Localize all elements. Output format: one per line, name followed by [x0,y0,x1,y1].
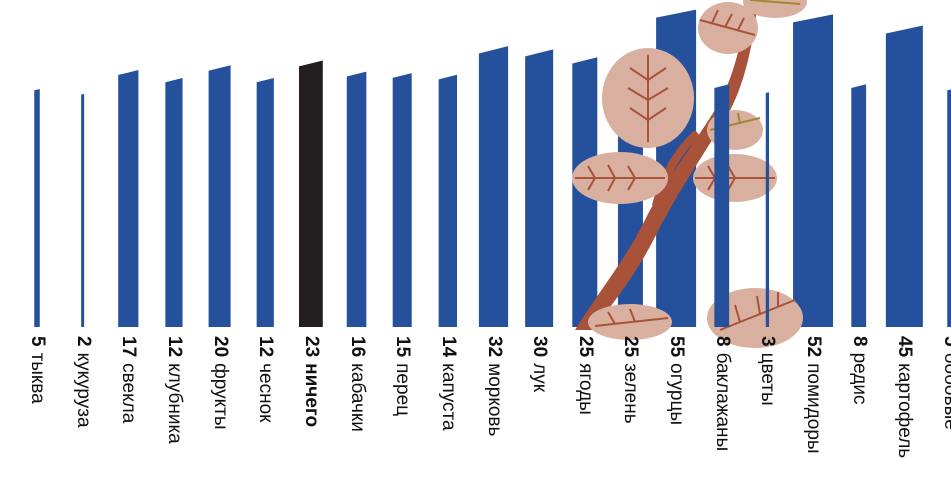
bar-редис [851,84,867,327]
value-label: 3 [757,336,779,347]
category-label: 8 редис [848,336,870,405]
category-name: цветы [757,352,779,406]
plant-illustration [572,0,807,348]
bar-кабачки [346,71,367,327]
bar-баклажаны [714,84,730,327]
category-name: морковь [483,363,505,437]
bar-картофель [885,25,923,328]
value-label: 25 [620,336,642,358]
category-label: 30 лук [528,336,550,392]
category-name: лук [529,363,551,393]
category-label: 23 ничего [300,336,322,427]
category-name: капуста [437,363,459,431]
bar-клубника [165,77,183,327]
value-label: 5 [27,336,48,347]
category-name: чеснок [255,363,277,423]
category-label: 2 кукуруза [72,336,94,428]
category-label: 3 цветы [756,336,778,406]
value-label: 8 [848,336,870,347]
category-label: 15 перец [391,336,413,416]
value-label: 25 [574,336,596,358]
bar-цветы [765,92,770,327]
value-label: 23 [300,336,322,358]
category-label: 16 кабачки [346,336,368,432]
category-label: 25 зелень [619,336,641,424]
category-label: 45 картофель [893,336,915,458]
category-name: ягоды [574,363,596,415]
category-label: 17 свекла [117,336,139,423]
value-label: 17 [118,336,140,358]
value-label: 52 [803,336,825,358]
category-label: 20 фрукты [209,336,231,430]
category-label: 25 ягоды [574,336,596,415]
category-name: баклажаны [711,352,733,452]
value-label: 8 [711,336,733,347]
bar-кукуруза [81,93,85,327]
value-label: 12 [163,336,185,358]
bar-перец [392,73,412,327]
category-name: перец [392,363,414,417]
bar-лук [525,49,554,327]
front-bars [81,84,770,327]
bar-помидоры [793,14,834,328]
value-label: 16 [346,336,368,358]
bar-чеснок [256,77,274,327]
bar-морковь [478,46,509,327]
category-label: 5 тыква [26,336,48,404]
category-label: 14 капуста [437,336,459,431]
category-label: 5 бобовые [939,336,951,430]
category-name: свекла [118,363,140,424]
value-label: 30 [529,336,551,358]
value-label: 12 [255,336,277,358]
bar-фрукты [208,65,231,327]
bar-тыква [34,89,40,327]
category-label: 32 морковь [483,336,505,436]
category-name: кабачки [346,363,368,432]
bar-капуста [438,74,458,327]
category-name: зелень [620,363,642,424]
bar-group [34,9,951,328]
category-name: клубника [163,363,185,444]
category-label: 12 клубника [163,336,185,444]
category-name: картофель [894,363,916,459]
value-label: 14 [437,336,459,358]
value-label: 5 [940,336,951,347]
value-label: 15 [392,336,414,358]
category-name: помидоры [803,363,825,454]
value-label: 55 [666,336,688,358]
category-name: редис [848,352,870,405]
value-label: 20 [209,336,231,358]
category-name: тыква [27,352,48,404]
bar-ничего [299,60,323,327]
bar-свекла [118,69,139,328]
category-name: ничего [300,363,322,428]
category-name: кукуруза [72,352,94,428]
category-name: фрукты [209,363,231,430]
category-label: 12 чеснок [254,336,276,422]
category-name: бобовые [940,352,951,430]
category-label: 52 помидоры [802,336,824,454]
bar-бобовые [947,89,951,327]
category-name: огурцы [666,363,688,426]
category-label: 55 огурцы [665,336,687,425]
category-label: 8 баклажаны [711,336,733,451]
value-label: 32 [483,336,505,358]
value-label: 45 [894,336,916,358]
value-label: 2 [72,336,94,347]
